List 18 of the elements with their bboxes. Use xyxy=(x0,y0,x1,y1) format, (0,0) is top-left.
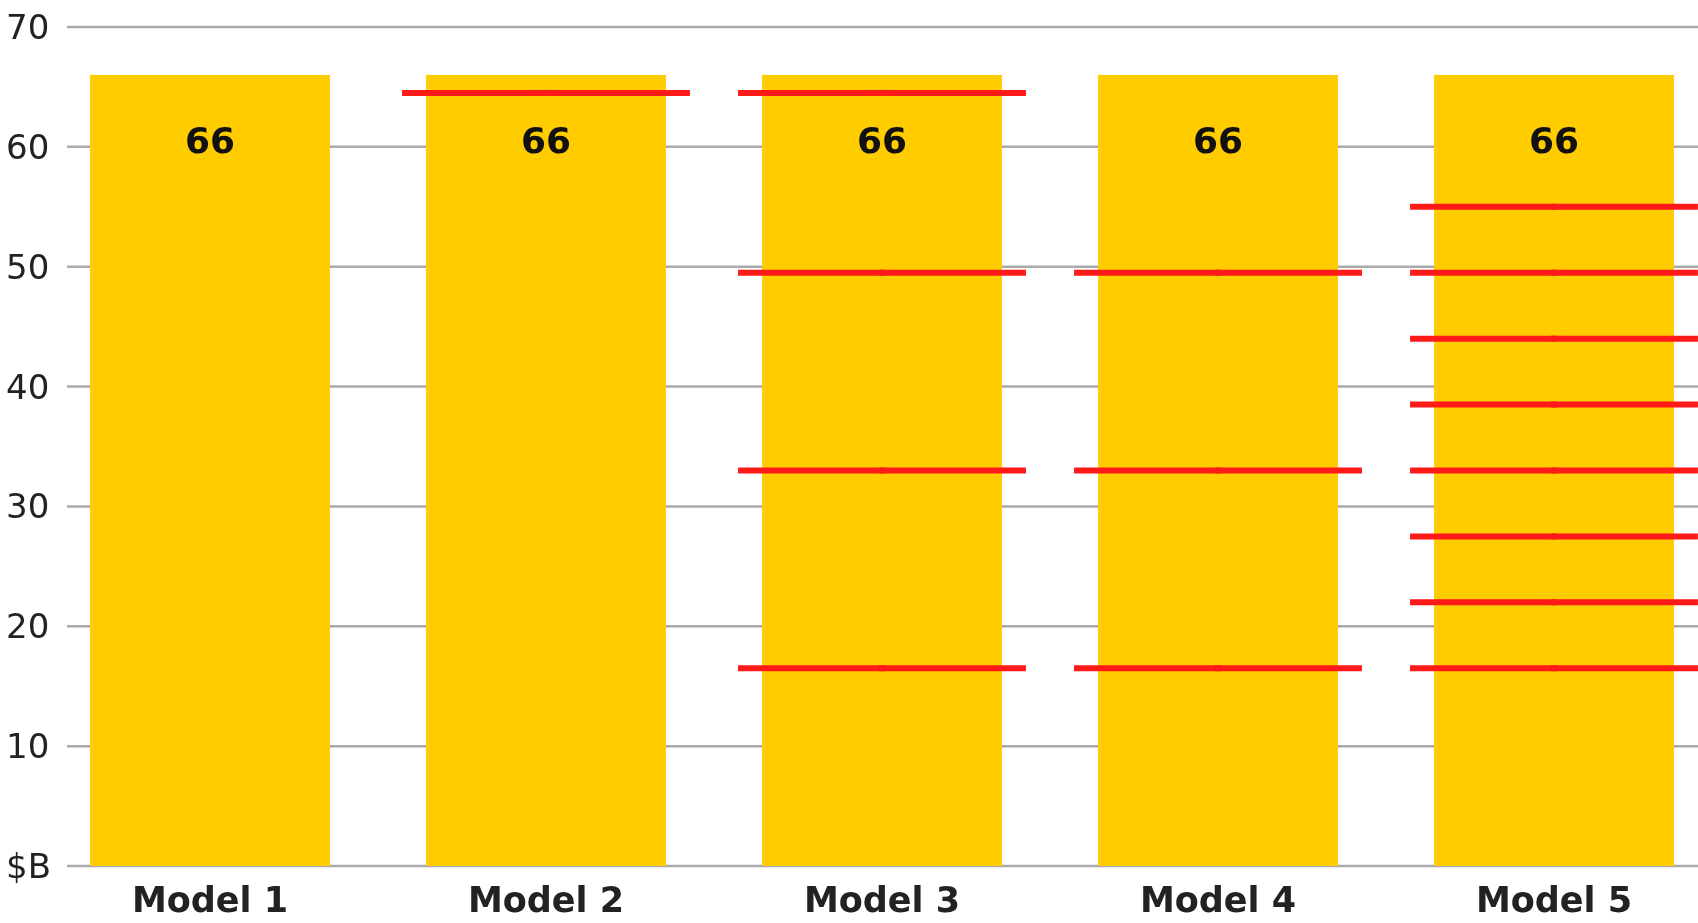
data-label: 66 xyxy=(856,119,908,161)
x-tick-label: Model 5 xyxy=(1475,880,1633,920)
y-tick-label: 50 xyxy=(6,246,50,287)
y-tick-label: 40 xyxy=(6,366,50,407)
data-label: 66 xyxy=(520,119,572,161)
x-tick-label: Model 4 xyxy=(1139,880,1297,920)
data-label: 66 xyxy=(1528,119,1580,161)
y-tick-label: 30 xyxy=(6,486,50,527)
y-tick-label: 60 xyxy=(6,126,50,167)
y-tick-label: $B xyxy=(6,846,51,886)
x-tick-label: Model 3 xyxy=(803,880,961,920)
x-tick-label: Model 1 xyxy=(131,880,289,920)
data-label: 66 xyxy=(184,119,236,161)
y-tick-label: 10 xyxy=(6,726,50,767)
y-tick-label: 70 xyxy=(6,7,50,47)
x-tick-label: Model 2 xyxy=(467,880,625,920)
y-tick-label: 20 xyxy=(6,606,50,647)
data-label: 66 xyxy=(1192,119,1244,161)
